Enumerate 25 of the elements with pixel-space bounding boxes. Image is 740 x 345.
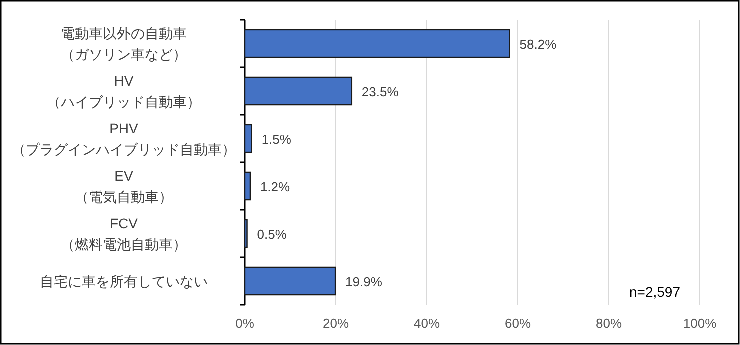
bar [244, 124, 252, 154]
data-label: 58.2% [520, 36, 558, 52]
y-tick-label: 自宅に車を所有していない [40, 273, 208, 290]
bar [244, 219, 248, 248]
x-tick-label: 100% [683, 316, 718, 331]
x-tick-label: 60% [504, 316, 532, 331]
x-tick-label: 0% [236, 316, 255, 331]
bar [244, 29, 510, 58]
y-tick-label: HV（ハイブリッド自動車） [47, 72, 201, 110]
bar [244, 76, 353, 106]
y-tick-label: PHV（プラグインハイブリッド自動車） [12, 120, 236, 158]
x-tick-label: 40% [414, 316, 440, 331]
y-tick-label: EV（電気自動車） [75, 168, 173, 205]
data-label: 0.5% [257, 226, 288, 242]
bar [244, 172, 252, 201]
x-tick-label: 20% [322, 316, 350, 331]
y-tick-label: 電動車以外の自動車（ガソリン車など） [61, 25, 187, 62]
data-label: 1.5% [262, 132, 292, 147]
y-tick-label: FCV（燃料電池自動車） [61, 215, 187, 252]
data-label: 1.2% [260, 179, 291, 194]
data-label: 19.9% [346, 274, 383, 290]
x-tick-label: 80% [596, 316, 622, 331]
annotation: n=2,597 [630, 284, 681, 300]
data-label: 23.5% [362, 84, 400, 100]
bar [244, 266, 336, 296]
